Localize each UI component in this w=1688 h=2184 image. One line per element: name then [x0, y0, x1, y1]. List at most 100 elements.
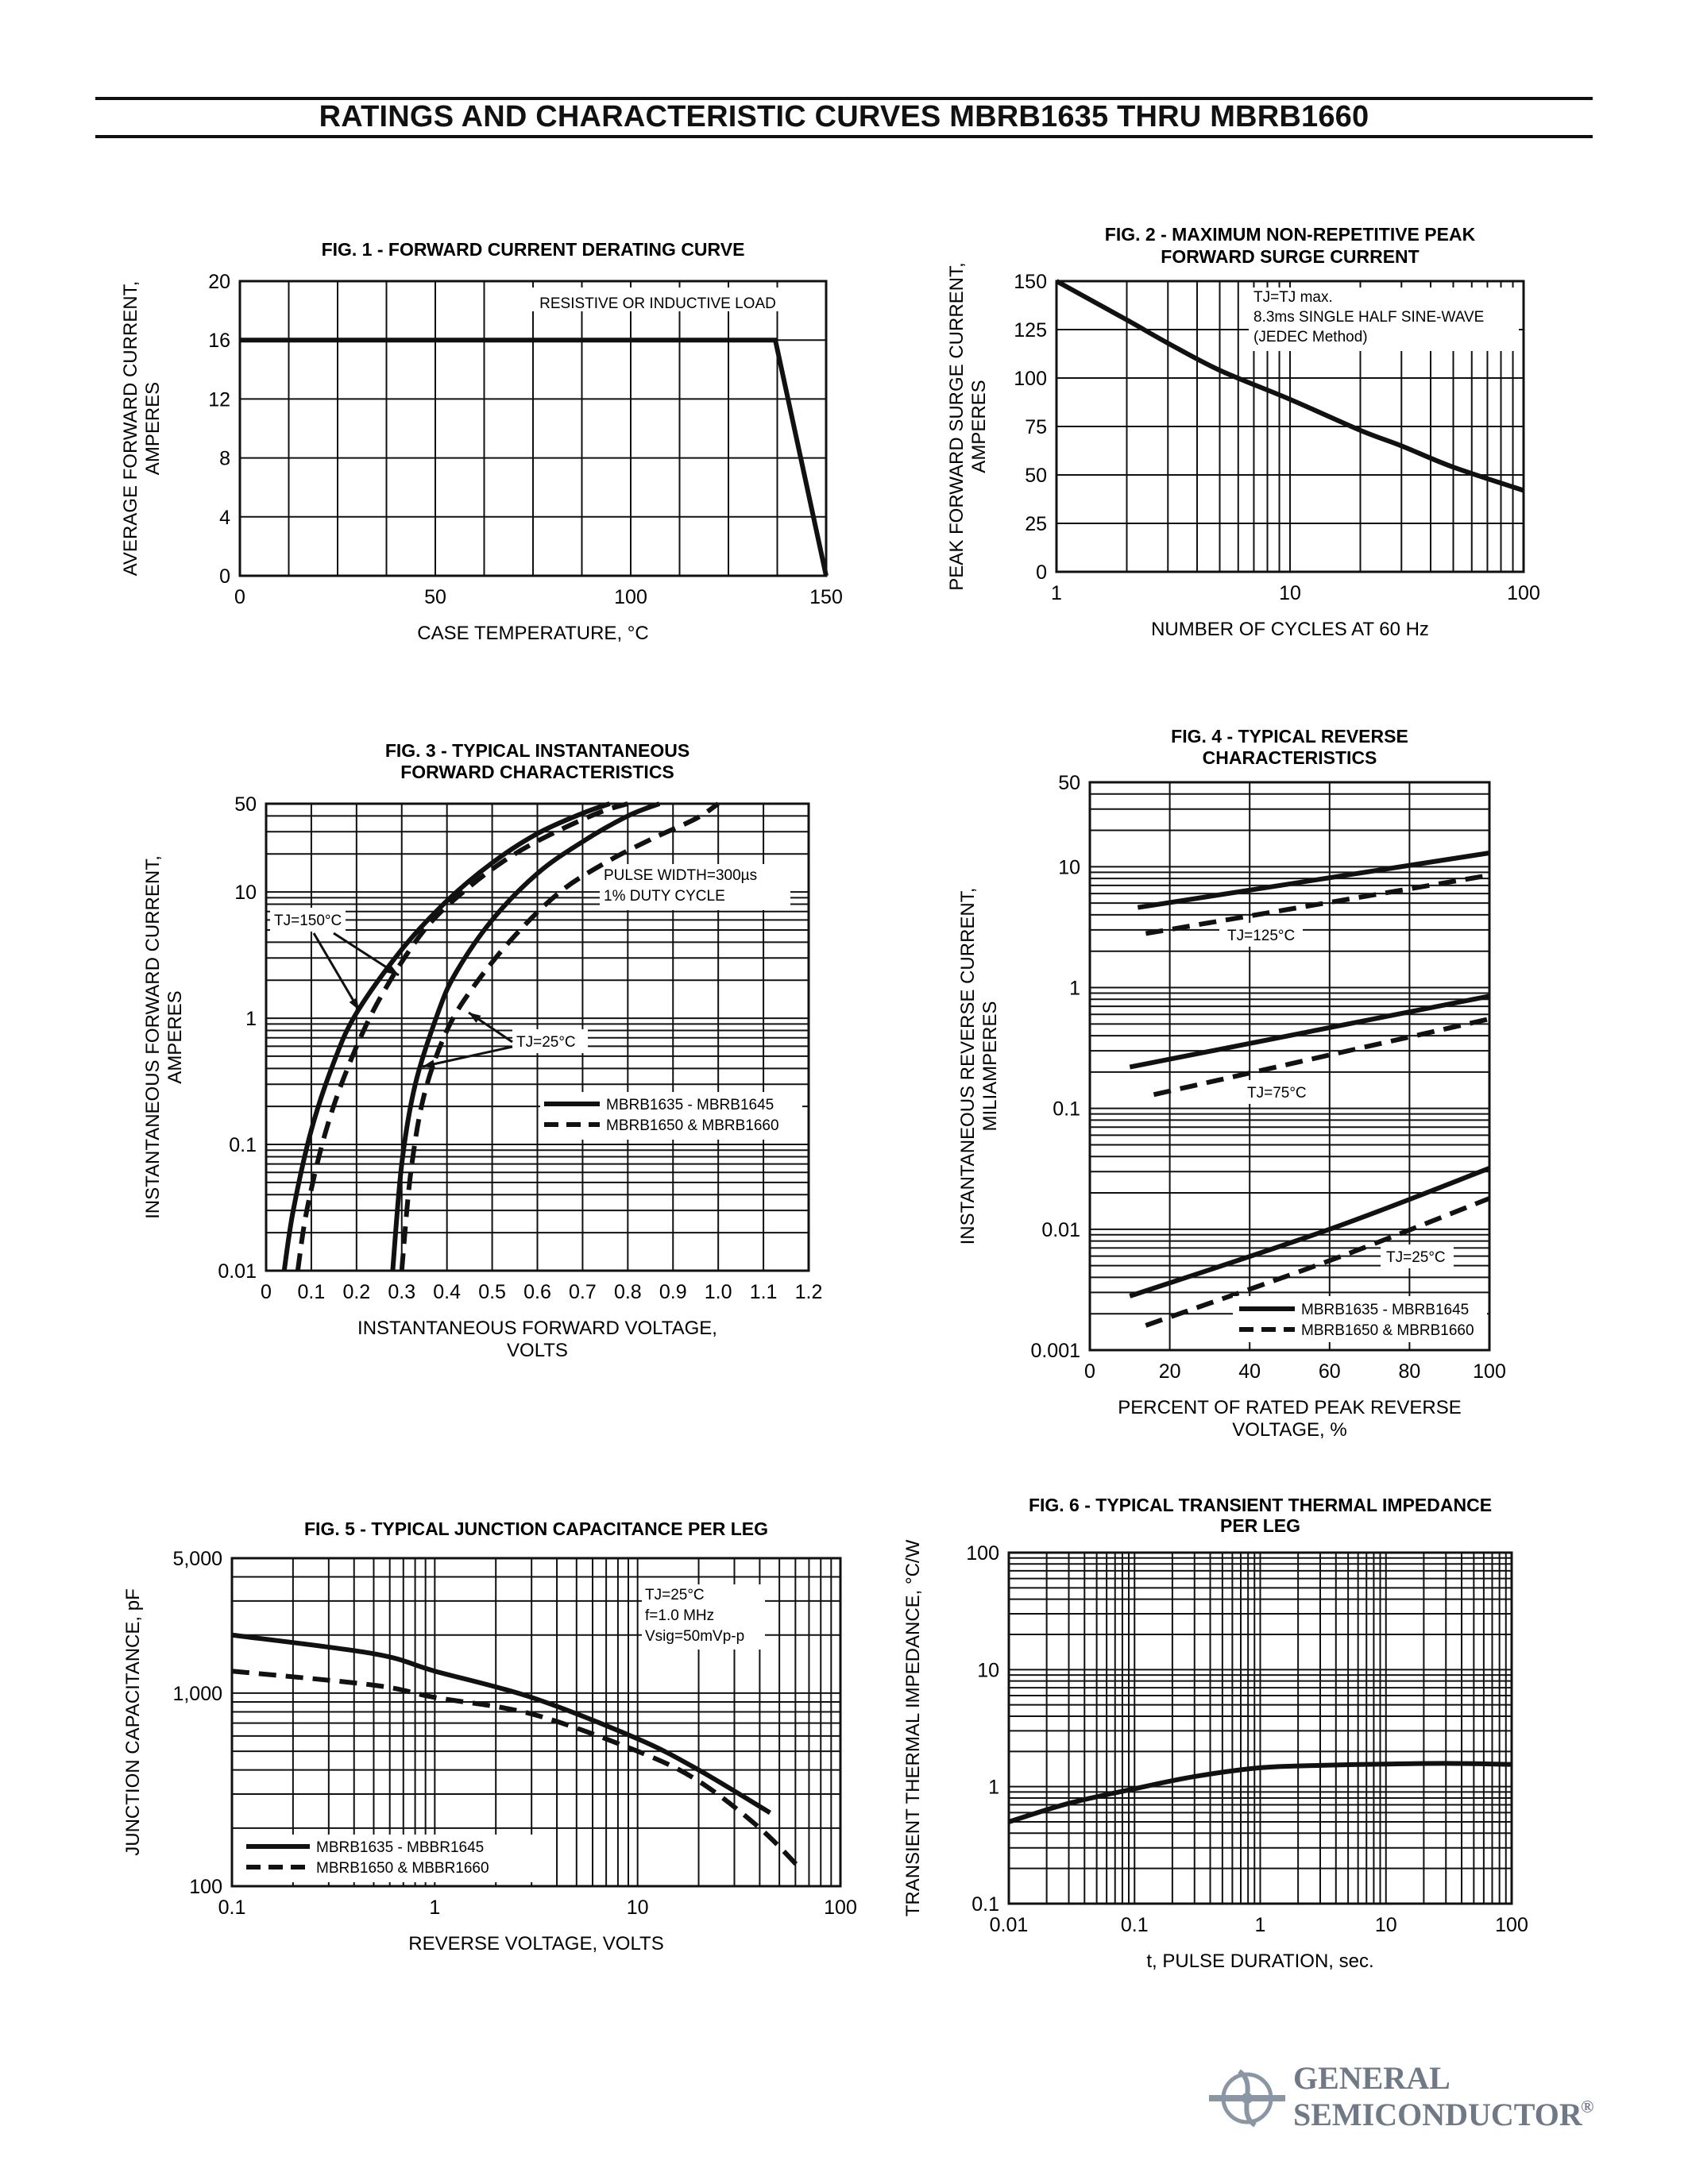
x-tick-label: 0.2 — [342, 1281, 370, 1303]
y-tick-label: 4 — [219, 507, 230, 529]
annotation-text: TJ=125°C — [1227, 928, 1295, 944]
chart-title: FIG. 3 - TYPICAL INSTANTANEOUS — [385, 740, 689, 761]
x-tick-label: 1 — [1255, 1914, 1266, 1936]
annotation-arrow — [333, 932, 400, 977]
y-axis-label: PEAK FORWARD SURGE CURRENT, — [946, 262, 968, 590]
x-tick-label: 0 — [1084, 1360, 1095, 1383]
plot-frame — [1007, 1551, 1513, 1905]
plot-frame — [265, 802, 810, 1272]
annotation-box — [1233, 1296, 1487, 1342]
y-tick-label: 10 — [234, 882, 257, 904]
y-tick-label: 0 — [1036, 561, 1047, 584]
annotation-text: 1% DUTY CYCLE — [604, 888, 725, 905]
y-tick-label: 50 — [1058, 772, 1080, 794]
plot-frame — [1088, 781, 1491, 1352]
arrow-head-icon — [349, 997, 359, 1010]
x-tick-label: 10 — [1375, 1914, 1397, 1936]
legend: MBRB1635 - MBRB1645 MBRB1650 & MBRB1660 — [1239, 1302, 1474, 1339]
y-tick-label: 100 — [966, 1542, 999, 1565]
annotation-box — [540, 1092, 802, 1140]
logo-mark-icon — [1209, 2069, 1285, 2128]
y-tick-label: 16 — [208, 330, 230, 352]
x-axis-label: CASE TEMPERATURE, °C — [417, 623, 648, 644]
fig6-chart: FIG. 6 - TYPICAL TRANSIENT THERMAL IMPED… — [902, 1495, 1528, 1972]
y-tick-label: 125 — [1014, 319, 1047, 341]
y-tick-label: 1 — [988, 1777, 999, 1799]
y-tick-label: 20 — [208, 271, 230, 293]
chart-title: CHARACTERISTICS — [1203, 747, 1377, 768]
x-tick-label: 0.01 — [990, 1914, 1029, 1936]
x-tick-label: 0 — [261, 1281, 272, 1303]
x-tick-label: 150 — [809, 586, 843, 608]
series-line-0 — [281, 801, 611, 1271]
chart-title: FORWARD CHARACTERISTICS — [400, 762, 674, 782]
series-line-1 — [231, 1669, 805, 1873]
annotation-box — [270, 908, 346, 932]
y-tick-label: 50 — [1025, 465, 1047, 487]
y-tick-label: 12 — [208, 388, 230, 411]
y-tick-label: 0.1 — [1053, 1098, 1080, 1121]
series-line-5 — [1145, 1196, 1491, 1328]
annotation-text: TJ=150°C — [274, 913, 342, 929]
chart-title: FIG. 2 - MAXIMUM NON-REPETITIVE PEAK — [1105, 224, 1476, 245]
x-axis-label: INSTANTANEOUS FORWARD VOLTAGE, — [357, 1318, 717, 1339]
x-axis-label: NUMBER OF CYCLES AT 60 Hz — [1151, 619, 1429, 640]
x-tick-label: 0.1 — [1121, 1914, 1149, 1936]
legend-label: MBRB1650 & MBRB1660 — [1301, 1322, 1474, 1339]
y-tick-label: 0.1 — [229, 1134, 257, 1156]
x-tick-label: 100 — [824, 1897, 857, 1919]
annotation-box — [1381, 1244, 1454, 1268]
series-line-2 — [390, 801, 661, 1271]
series-line-0 — [1137, 851, 1490, 910]
chart-title: FIG. 5 - TYPICAL JUNCTION CAPACITANCE PE… — [304, 1518, 768, 1539]
series-line-3 — [1153, 1017, 1490, 1098]
y-axis-label: AMPERES — [968, 380, 990, 473]
x-tick-label: 0.1 — [298, 1281, 326, 1303]
legend-label: MBRB1635 - MBRB1645 — [606, 1097, 774, 1113]
y-tick-label: 8 — [219, 448, 230, 470]
x-tick-label: 1 — [1051, 582, 1062, 604]
x-tick-label: 20 — [1159, 1360, 1181, 1383]
x-axis-label: VOLTAGE, % — [1232, 1419, 1346, 1441]
y-tick-label: 0.001 — [1030, 1340, 1080, 1362]
y-tick-label: 0.01 — [1041, 1219, 1080, 1241]
y-tick-label: 150 — [1014, 271, 1047, 293]
x-tick-label: 0.1 — [218, 1897, 246, 1919]
y-tick-label: 0.01 — [218, 1260, 257, 1283]
series-line-1 — [295, 801, 629, 1271]
fig1-chart: FIG. 1 - FORWARD CURRENT DERATING CURVE A… — [120, 239, 843, 644]
y-tick-label: 0.1 — [971, 1893, 999, 1916]
top-rule — [95, 97, 1593, 100]
annotation-text: f=1.0 MHz — [645, 1607, 714, 1624]
y-tick-label: 5,000 — [172, 1548, 222, 1570]
fig5-chart: FIG. 5 - TYPICAL JUNCTION CAPACITANCE PE… — [122, 1518, 857, 1954]
x-tick-label: 0.4 — [433, 1281, 461, 1303]
arrow-head-icon — [386, 965, 399, 975]
annotation-text: (JEDEC Method) — [1253, 329, 1368, 345]
y-tick-label: 10 — [1058, 856, 1080, 878]
y-axis-label: MILIAMPERES — [979, 1001, 1001, 1131]
annotation-text: TJ=25°C — [1386, 1249, 1446, 1266]
annotation-text: TJ=25°C — [516, 1034, 576, 1051]
y-axis-label: INSTANTANEOUS FORWARD CURRENT, — [142, 855, 164, 1219]
x-tick-label: 100 — [1473, 1360, 1506, 1383]
x-tick-label: 0.9 — [659, 1281, 687, 1303]
annotation-box — [1241, 1080, 1312, 1104]
plot-frame — [230, 1557, 842, 1888]
series-line-0 — [231, 1632, 771, 1815]
annotation-box — [600, 864, 790, 910]
arrow-head-icon — [423, 1059, 435, 1069]
y-tick-label: 75 — [1025, 416, 1047, 438]
y-axis-label: INSTANTANEOUS REVERSE CURRENT, — [957, 888, 979, 1245]
y-axis-label: AMPERES — [142, 382, 164, 475]
y-tick-label: 1 — [1069, 978, 1080, 1000]
general-semiconductor-logo: GENERAL SEMICONDUCTOR ® — [1209, 2060, 1593, 2132]
x-tick-label: 40 — [1238, 1360, 1261, 1383]
x-tick-label: 100 — [1495, 1914, 1528, 1936]
annotation-box — [241, 1835, 535, 1882]
x-tick-label: 100 — [614, 586, 647, 608]
x-tick-label: 1 — [429, 1897, 440, 1919]
annotation-box — [512, 1029, 588, 1053]
